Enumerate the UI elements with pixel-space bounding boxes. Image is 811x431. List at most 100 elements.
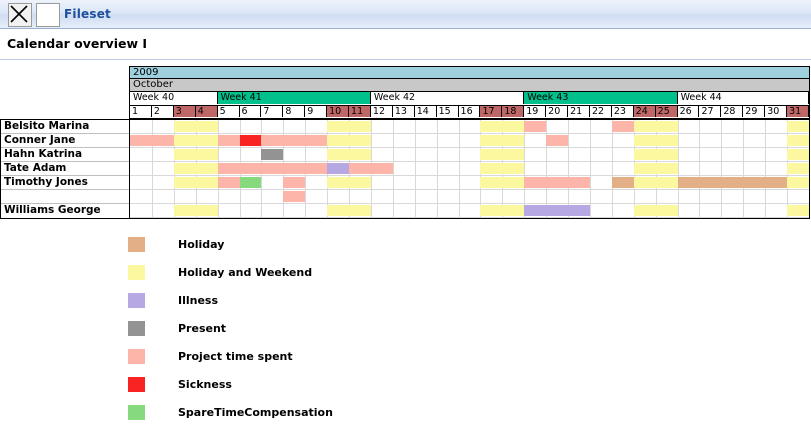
- grid-divider: [678, 148, 679, 161]
- day-header-cell[interactable]: 1: [130, 106, 152, 117]
- calendar-bar-holiday-weekend[interactable]: [787, 177, 809, 188]
- day-header-cell[interactable]: 27: [699, 106, 722, 117]
- close-x-icon[interactable]: [8, 3, 32, 27]
- calendar-bar-holiday-weekend[interactable]: [173, 205, 218, 216]
- calendar-bar-project[interactable]: [261, 135, 328, 146]
- calendar-bar-holiday-weekend[interactable]: [327, 149, 371, 160]
- calendar-bar-holiday-weekend[interactable]: [480, 177, 525, 188]
- calendar-bar-project[interactable]: [283, 191, 306, 202]
- calendar-row[interactable]: [130, 162, 809, 176]
- calendar-bar-project[interactable]: [611, 121, 634, 132]
- day-header-cell[interactable]: 7: [261, 106, 284, 117]
- day-header-cell[interactable]: 30: [765, 106, 788, 117]
- calendar-bar-holiday-weekend[interactable]: [327, 205, 371, 216]
- calendar-bar-holiday-weekend[interactable]: [173, 135, 218, 146]
- calendar-bar-holiday-weekend[interactable]: [633, 121, 678, 132]
- day-header-cell[interactable]: 12: [371, 106, 393, 117]
- day-header-cell[interactable]: 21: [568, 106, 590, 117]
- calendar-bar-project[interactable]: [283, 177, 306, 188]
- employee-name-cell[interactable]: Hahn Katrina: [1, 148, 129, 162]
- day-header-cell[interactable]: 11: [349, 106, 371, 117]
- day-header-cell[interactable]: 26: [678, 106, 700, 117]
- calendar-bar-holiday-weekend[interactable]: [173, 177, 218, 188]
- calendar-bar-project[interactable]: [217, 135, 240, 146]
- calendar-bar-holiday-weekend[interactable]: [480, 149, 525, 160]
- day-header-cell[interactable]: 8: [283, 106, 306, 117]
- calendar-bar-holiday-weekend[interactable]: [787, 163, 809, 174]
- calendar-bar-holiday-weekend[interactable]: [787, 149, 809, 160]
- calendar-bar-holiday-weekend[interactable]: [173, 121, 218, 132]
- calendar-bar-project[interactable]: [217, 177, 240, 188]
- calendar-bar-project[interactable]: [546, 135, 569, 146]
- calendar-bar-holiday-weekend[interactable]: [173, 149, 218, 160]
- day-header-cell[interactable]: 2: [152, 106, 174, 117]
- calendar-body-grid[interactable]: [129, 119, 810, 219]
- calendar-bar-project[interactable]: [524, 177, 590, 188]
- day-header-cell[interactable]: 24: [633, 106, 656, 117]
- calendar-bar-holiday-weekend[interactable]: [480, 163, 525, 174]
- calendar-row[interactable]: [130, 176, 809, 190]
- calendar-bar-holiday[interactable]: [677, 177, 788, 188]
- calendar-bar-holiday-weekend[interactable]: [787, 205, 809, 216]
- calendar-bar-spare-time[interactable]: [239, 177, 262, 188]
- day-header-cell[interactable]: 9: [305, 106, 328, 117]
- employee-name-cell[interactable]: Conner Jane: [1, 134, 129, 148]
- calendar-bar-holiday[interactable]: [611, 177, 634, 188]
- grid-divider: [699, 120, 700, 133]
- employee-name-cell[interactable]: Williams George: [4, 204, 101, 216]
- day-header-cell[interactable]: 13: [393, 106, 415, 117]
- grid-divider: [152, 176, 153, 189]
- calendar-bar-holiday-weekend[interactable]: [480, 135, 525, 146]
- calendar-bar-present[interactable]: [261, 149, 284, 160]
- calendar-bar-project[interactable]: [349, 163, 393, 174]
- calendar-bar-sickness[interactable]: [239, 135, 262, 146]
- calendar-row[interactable]: [130, 120, 809, 134]
- calendar-bar-holiday-weekend[interactable]: [327, 177, 371, 188]
- calendar-bar-holiday-weekend[interactable]: [633, 163, 678, 174]
- calendar-row[interactable]: [130, 190, 809, 204]
- day-header-cell[interactable]: 23: [612, 106, 634, 117]
- day-header-cell[interactable]: 6: [240, 106, 262, 117]
- calendar-bar-project[interactable]: [524, 121, 547, 132]
- calendar-bar-holiday-weekend[interactable]: [787, 121, 809, 132]
- day-header-cell[interactable]: 19: [524, 106, 547, 117]
- legend-swatch-holiday-weekend: [128, 265, 145, 280]
- calendar-bar-holiday-weekend[interactable]: [327, 135, 371, 146]
- employee-name-cell-empty[interactable]: [1, 190, 129, 204]
- calendar-bar-project[interactable]: [130, 135, 174, 146]
- day-header-cell[interactable]: 29: [743, 106, 766, 117]
- calendar-bar-holiday-weekend[interactable]: [173, 163, 218, 174]
- day-header-cell[interactable]: 15: [437, 106, 459, 117]
- blank-document-icon[interactable]: [36, 3, 60, 27]
- calendar-bar-illness[interactable]: [327, 163, 350, 174]
- employee-name-cell[interactable]: Timothy Jones: [1, 176, 129, 190]
- day-header-cell[interactable]: 17: [480, 106, 503, 117]
- calendar-row[interactable]: [130, 134, 809, 148]
- calendar-bar-holiday-weekend[interactable]: [787, 135, 809, 146]
- calendar-row[interactable]: [130, 148, 809, 162]
- day-header-cell[interactable]: 4: [195, 106, 218, 117]
- employee-name-cell[interactable]: Belsito Marina: [1, 120, 129, 134]
- day-header-cell[interactable]: 25: [655, 106, 678, 117]
- day-header-cell[interactable]: 18: [502, 106, 525, 117]
- calendar-row[interactable]: [130, 204, 809, 218]
- calendar-bar-holiday-weekend[interactable]: [480, 121, 525, 132]
- calendar-bar-holiday-weekend[interactable]: [633, 177, 678, 188]
- day-header-cell[interactable]: 10: [327, 106, 350, 117]
- calendar-bar-illness[interactable]: [524, 205, 590, 216]
- day-header-cell[interactable]: 3: [173, 106, 196, 117]
- calendar-bar-holiday-weekend[interactable]: [327, 121, 371, 132]
- day-header-cell[interactable]: 16: [459, 106, 481, 117]
- calendar-bar-holiday-weekend[interactable]: [633, 205, 678, 216]
- calendar-bar-holiday-weekend[interactable]: [633, 149, 678, 160]
- day-header-cell[interactable]: 20: [546, 106, 569, 117]
- calendar-bar-project[interactable]: [217, 163, 328, 174]
- calendar-bar-holiday-weekend[interactable]: [633, 135, 678, 146]
- day-header-cell[interactable]: 31: [787, 106, 809, 117]
- day-header-cell[interactable]: 28: [721, 106, 744, 117]
- day-header-cell[interactable]: 5: [218, 106, 240, 117]
- day-header-cell[interactable]: 22: [590, 106, 612, 117]
- calendar-bar-holiday-weekend[interactable]: [480, 205, 525, 216]
- employee-name-cell[interactable]: Tate Adam: [1, 162, 129, 176]
- day-header-cell[interactable]: 14: [415, 106, 437, 117]
